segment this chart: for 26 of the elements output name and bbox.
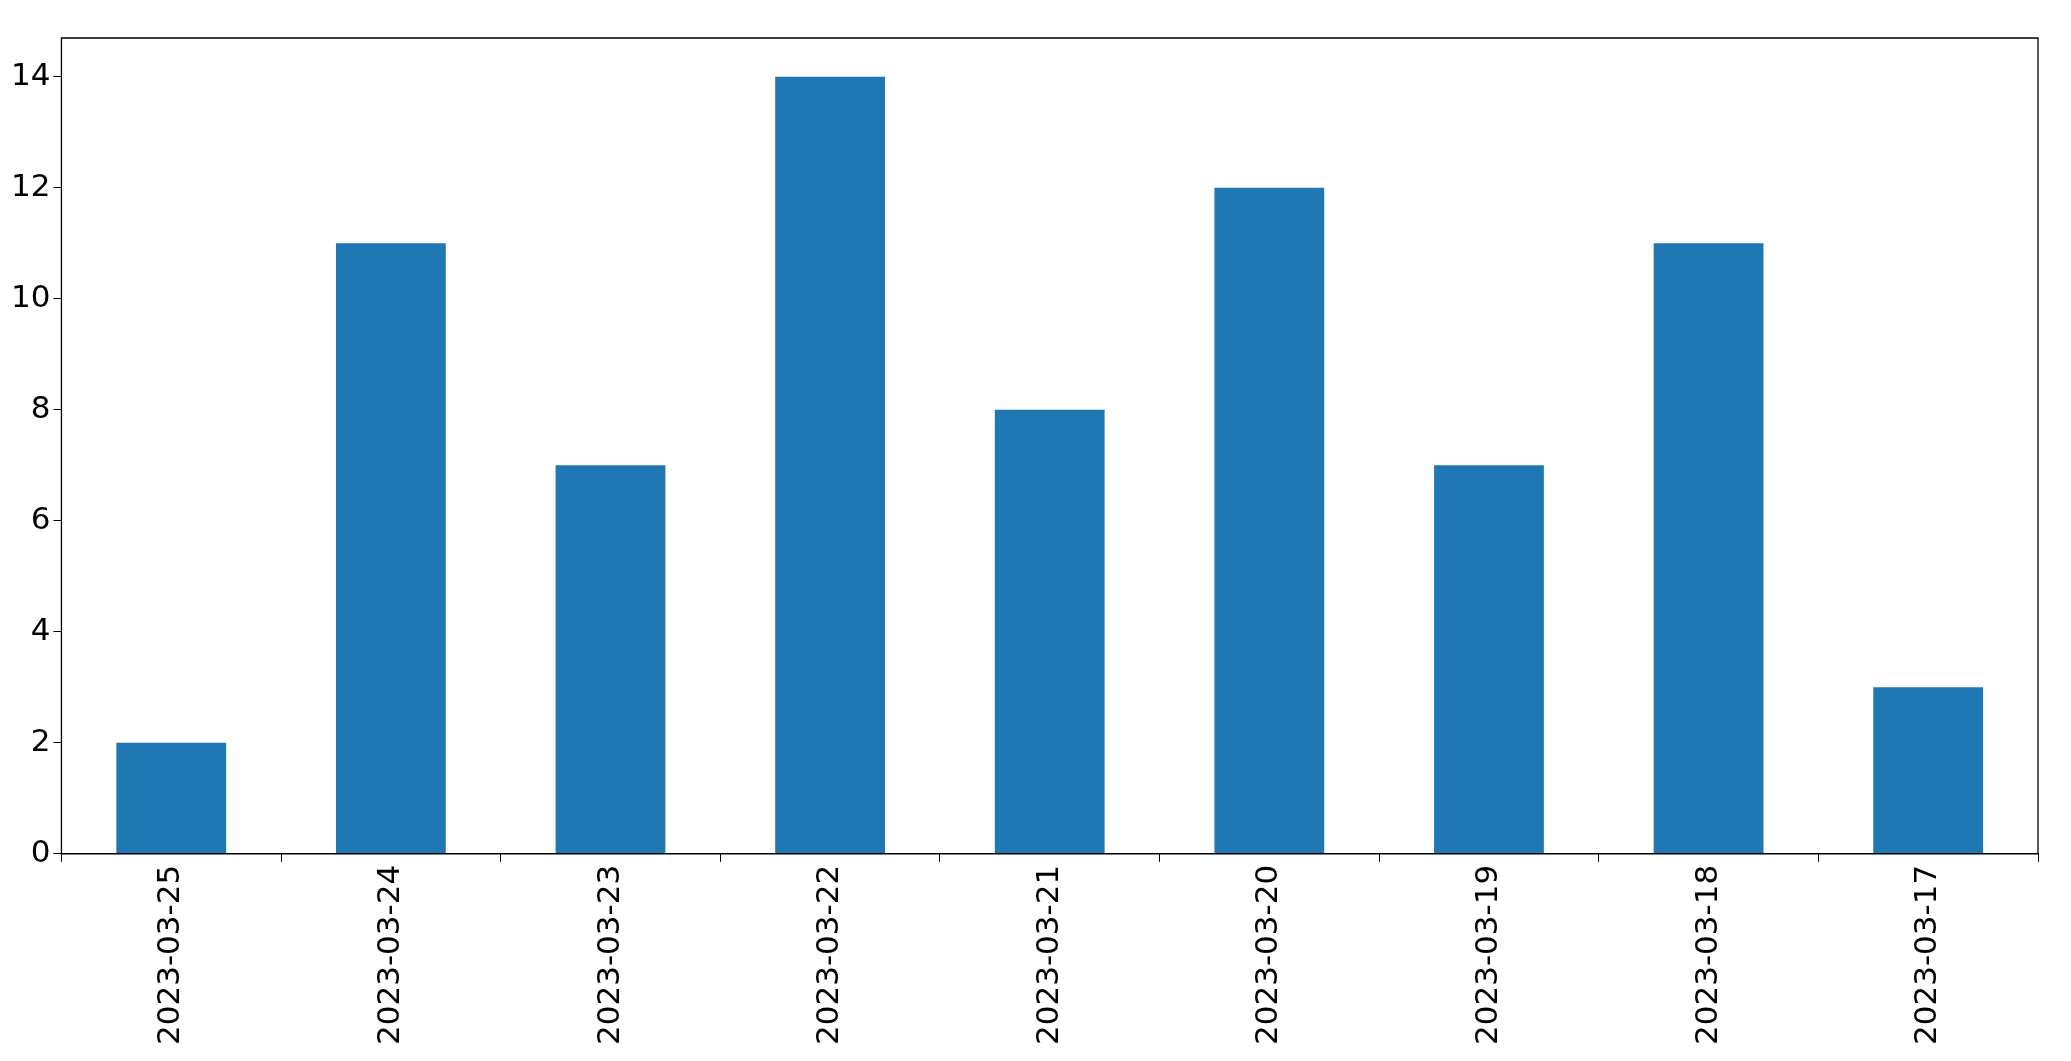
- bar: [775, 76, 886, 854]
- x-tick-label: 2023-03-19: [1468, 864, 1504, 1046]
- x-tick-label: 2023-03-22: [809, 864, 846, 1046]
- bar: [1873, 687, 1984, 854]
- bar: [116, 742, 227, 854]
- bar: [994, 409, 1105, 854]
- x-tick-label: 2023-03-25: [150, 864, 187, 1046]
- y-tick-label: 12: [10, 166, 51, 203]
- bar: [1214, 187, 1325, 854]
- bar: [555, 465, 666, 854]
- bar: [335, 243, 446, 854]
- x-tick-label: 2023-03-21: [1028, 864, 1065, 1046]
- y-tick-label: 0: [30, 832, 51, 869]
- x-tick-label: 2023-03-18: [1687, 864, 1724, 1046]
- x-tick-label: 2023-03-17: [1907, 864, 1944, 1046]
- x-tick-label: 2023-03-23: [589, 864, 626, 1046]
- x-tick-label: 2023-03-24: [369, 864, 406, 1046]
- bar: [1653, 243, 1764, 854]
- y-tick-label: 14: [10, 55, 51, 92]
- y-tick-label: 8: [30, 388, 51, 425]
- x-tick-label: 2023-03-20: [1248, 864, 1285, 1046]
- y-tick-label: 2: [30, 721, 51, 758]
- bar: [1434, 465, 1544, 854]
- y-tick-label: 4: [30, 610, 51, 647]
- y-tick-label: 10: [10, 277, 51, 314]
- y-tick-label: 6: [30, 499, 51, 536]
